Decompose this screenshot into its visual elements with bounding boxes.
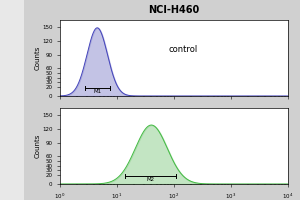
Text: NCI-H460: NCI-H460 (148, 5, 200, 15)
Text: M2: M2 (147, 177, 155, 182)
Y-axis label: Counts: Counts (34, 46, 40, 70)
Text: M1: M1 (94, 89, 102, 94)
Text: control: control (169, 45, 198, 54)
Y-axis label: Counts: Counts (34, 134, 40, 158)
